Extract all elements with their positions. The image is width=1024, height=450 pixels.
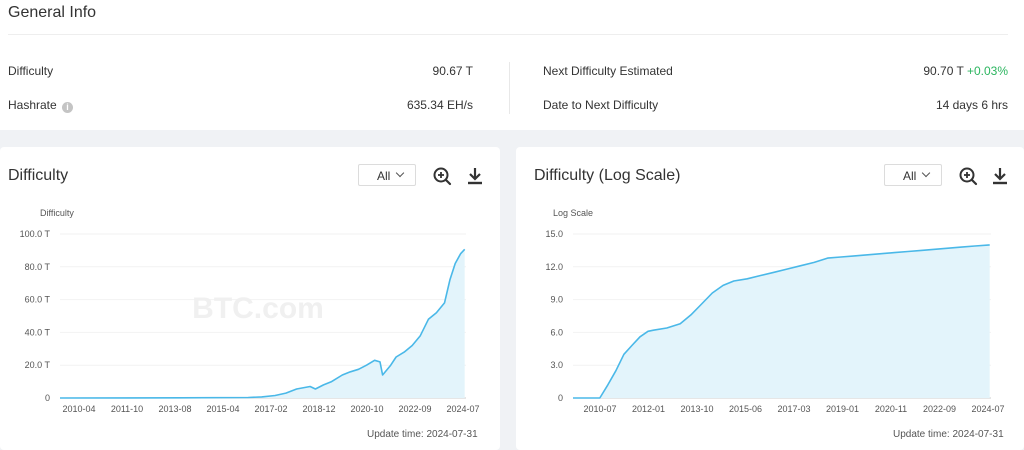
x-tick-label: 2022-09 [398,404,431,414]
download-icon[interactable] [465,166,485,186]
hashrate-label-row: Hashrate i [8,98,74,113]
zoom-in-icon[interactable] [958,166,978,186]
x-tick-label: 2013-10 [680,404,713,414]
next-difficulty-value-row: 90.70 T +0.03% [923,64,1008,78]
difficulty-value: 90.67 T [432,64,473,78]
hashrate-label: Hashrate [8,98,57,112]
y-tick-label: 15.0 [545,229,563,239]
x-tick-label: 2015-04 [206,404,239,414]
watermark: BTC.com [192,292,324,325]
x-tick-label: 2019-01 [826,404,859,414]
update-time: Update time: 2024-07-31 [367,429,478,440]
range-select-value: All [377,169,391,183]
y-tick-label: 6.0 [550,327,563,337]
next-difficulty-value: 90.70 T [923,64,964,78]
x-tick-label: 2013-08 [158,404,191,414]
y-tick-label: 60.0 T [25,295,51,305]
general-info-panel: General Info Difficulty 90.67 T Hashrate… [0,0,1024,130]
difficulty-label: Difficulty [8,64,54,78]
date-to-next-value: 14 days 6 hrs [935,98,1008,112]
x-tick-label: 2020-10 [350,404,383,414]
divider [8,34,1008,35]
x-tick-label: 2018-12 [302,404,335,414]
x-tick-label: 2012-01 [632,404,665,414]
y-tick-label: 0 [45,393,50,403]
card-title: Difficulty (Log Scale) [534,167,681,184]
x-tick-label: 2017-02 [254,404,287,414]
x-tick-label: 2024-07 [971,404,1004,414]
y-tick-label: 12.0 [545,262,563,272]
card-title: Difficulty [8,167,69,184]
next-difficulty-change: +0.03% [966,64,1008,78]
y-tick-label: 0 [558,393,563,403]
next-difficulty-label: Next Difficulty Estimated [543,64,673,78]
range-select[interactable]: All [358,164,416,186]
hashrate-value: 635.34 EH/s [406,98,473,112]
series-line [573,244,990,399]
download-icon[interactable] [990,166,1010,186]
series-line [59,248,466,399]
vertical-divider [509,62,510,114]
x-tick-label: 2020-11 [875,404,907,414]
y-tick-label: 40.0 T [25,327,51,337]
general-info-title: General Info [8,4,97,21]
range-select-value: All [903,169,917,183]
update-time: Update time: 2024-07-31 [893,429,1004,440]
date-to-next-label: Date to Next Difficulty [543,98,659,112]
y-tick-label: 100.0 T [20,229,51,239]
x-tick-label: 2017-03 [777,404,810,414]
series-area [60,249,465,398]
y-axis-label: Log Scale [553,208,593,218]
x-tick-label: 2011-10 [111,404,143,414]
difficulty-chart-card: Difficulty [0,147,500,450]
x-tick-label: 2010-07 [583,404,616,414]
y-tick-label: 3.0 [550,360,563,370]
help-circle-icon[interactable]: i [62,102,74,113]
x-tick-label: 2024-07 [446,404,479,414]
x-tick-label: 2015-06 [729,404,762,414]
series-area [573,244,990,398]
y-tick-label: 20.0 T [25,360,51,370]
x-tick-label: 2022-09 [923,404,956,414]
range-select[interactable]: All [884,164,942,186]
zoom-in-icon[interactable] [432,166,452,186]
y-tick-label: 9.0 [550,295,563,305]
y-tick-label: 80.0 T [25,262,51,272]
x-tick-label: 2010-04 [62,404,95,414]
y-axis-label: Difficulty [40,208,74,218]
